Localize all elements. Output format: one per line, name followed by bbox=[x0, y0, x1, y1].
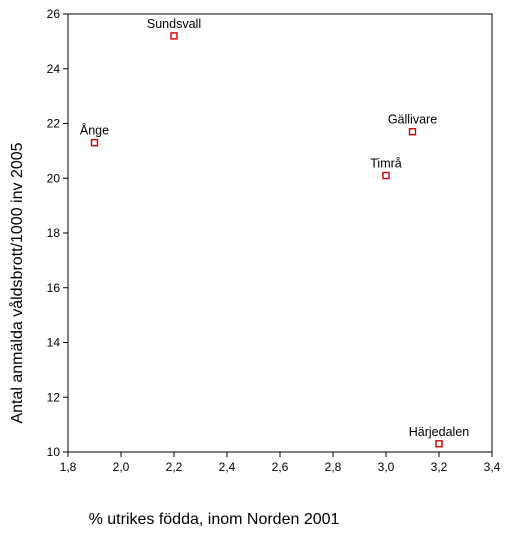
plot-area bbox=[67, 13, 493, 453]
y-tick-label: 10 bbox=[47, 445, 61, 459]
data-point-label: Timrå bbox=[370, 157, 402, 171]
data-point-label: Gällivare bbox=[388, 113, 437, 127]
y-tick-label: 12 bbox=[47, 390, 61, 404]
x-tick-label: 3,0 bbox=[378, 460, 395, 474]
y-tick-label: 16 bbox=[47, 281, 61, 295]
x-tick-label: 2,4 bbox=[219, 460, 236, 474]
y-axis-title: Antal anmälda våldsbrott/1000 inv 2005 bbox=[8, 142, 26, 423]
y-tick-label: 26 bbox=[47, 7, 61, 21]
data-point-marker bbox=[170, 32, 178, 40]
x-tick-label: 3,2 bbox=[431, 460, 448, 474]
data-points: Sundsvall Ånge Gällivare Timrå Härjedalen bbox=[80, 17, 470, 448]
y-tick-label: 22 bbox=[47, 117, 61, 131]
x-axis: 1,8 2,0 2,2 2,4 2,6 2,8 3,0 3,2 3,4 bbox=[60, 452, 501, 474]
x-tick-label: 2,6 bbox=[272, 460, 289, 474]
x-tick-label: 1,8 bbox=[60, 460, 77, 474]
y-tick-label: 18 bbox=[47, 226, 61, 240]
data-point-marker bbox=[408, 128, 417, 136]
data-point-label: Ånge bbox=[80, 123, 109, 138]
y-tick-label: 14 bbox=[47, 336, 61, 350]
x-tick-label: 2,0 bbox=[113, 460, 130, 474]
x-tick-label: 2,2 bbox=[166, 460, 183, 474]
x-tick-label: 3,4 bbox=[484, 460, 501, 474]
data-point-marker bbox=[435, 440, 443, 448]
data-point-marker bbox=[90, 138, 99, 147]
x-axis-title: % utrikes födda, inom Norden 2001 bbox=[89, 511, 340, 528]
data-point-label: Härjedalen bbox=[409, 425, 470, 439]
y-axis: 10 12 14 16 18 20 22 24 26 bbox=[47, 7, 68, 459]
x-tick-label: 2,8 bbox=[325, 460, 342, 474]
data-point-label: Sundsvall bbox=[147, 17, 201, 31]
data-point-marker bbox=[382, 171, 390, 180]
y-tick-label: 20 bbox=[47, 171, 61, 185]
y-tick-label: 24 bbox=[47, 62, 61, 76]
